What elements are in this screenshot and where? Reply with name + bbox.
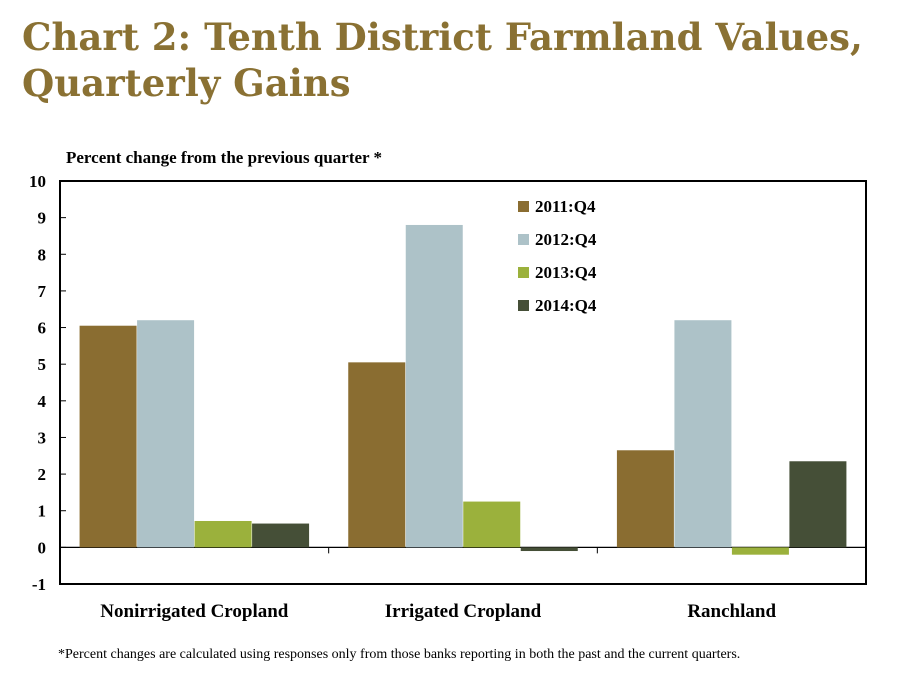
y-tick-label: 3: [38, 428, 47, 447]
y-tick-label: 4: [38, 392, 47, 411]
chart-title-line1: Chart 2: Tenth District Farmland Values,: [22, 15, 863, 59]
y-tick-label: 7: [38, 282, 47, 301]
plot-frame: [59, 180, 867, 585]
x-tick-label: Nonirrigated Cropland: [100, 601, 289, 622]
bar: [137, 320, 195, 548]
bar: [616, 450, 674, 548]
bar: [405, 224, 463, 548]
legend-swatch: [518, 267, 529, 278]
footnote: *Percent changes are calculated using re…: [58, 647, 741, 662]
bar: [252, 523, 310, 548]
y-tick-label: 2: [38, 465, 47, 484]
y-tick-label: 0: [38, 538, 47, 557]
y-tick-label: 9: [38, 209, 47, 228]
y-axis-label: Percent change from the previous quarter…: [66, 148, 382, 167]
bar: [194, 520, 252, 548]
legend-label: 2011:Q4: [535, 197, 596, 216]
legend-label: 2014:Q4: [535, 296, 597, 315]
y-tick-label: 6: [38, 319, 47, 338]
legend-swatch: [518, 234, 529, 245]
bar: [79, 325, 137, 548]
legend-label: 2012:Q4: [535, 230, 597, 249]
bar: [731, 547, 789, 555]
x-tick-label: Irrigated Cropland: [385, 601, 542, 622]
bar: [348, 362, 406, 548]
bar: [520, 547, 578, 552]
chart-title-line2: Quarterly Gains: [22, 61, 351, 105]
y-tick-label: -1: [32, 575, 46, 594]
y-tick-label: 5: [38, 355, 47, 374]
y-tick-label: 8: [38, 245, 47, 264]
legend-swatch: [518, 201, 529, 212]
bar: [674, 320, 732, 548]
bar: [463, 501, 521, 548]
legend-swatch: [518, 300, 529, 311]
bar: [789, 461, 847, 548]
x-tick-label: Ranchland: [687, 601, 776, 622]
legend-label: 2013:Q4: [535, 263, 597, 282]
y-tick-label: 1: [38, 502, 47, 521]
y-tick-label: 10: [29, 172, 46, 191]
chart-title: Chart 2: Tenth District Farmland Values,…: [22, 14, 882, 106]
